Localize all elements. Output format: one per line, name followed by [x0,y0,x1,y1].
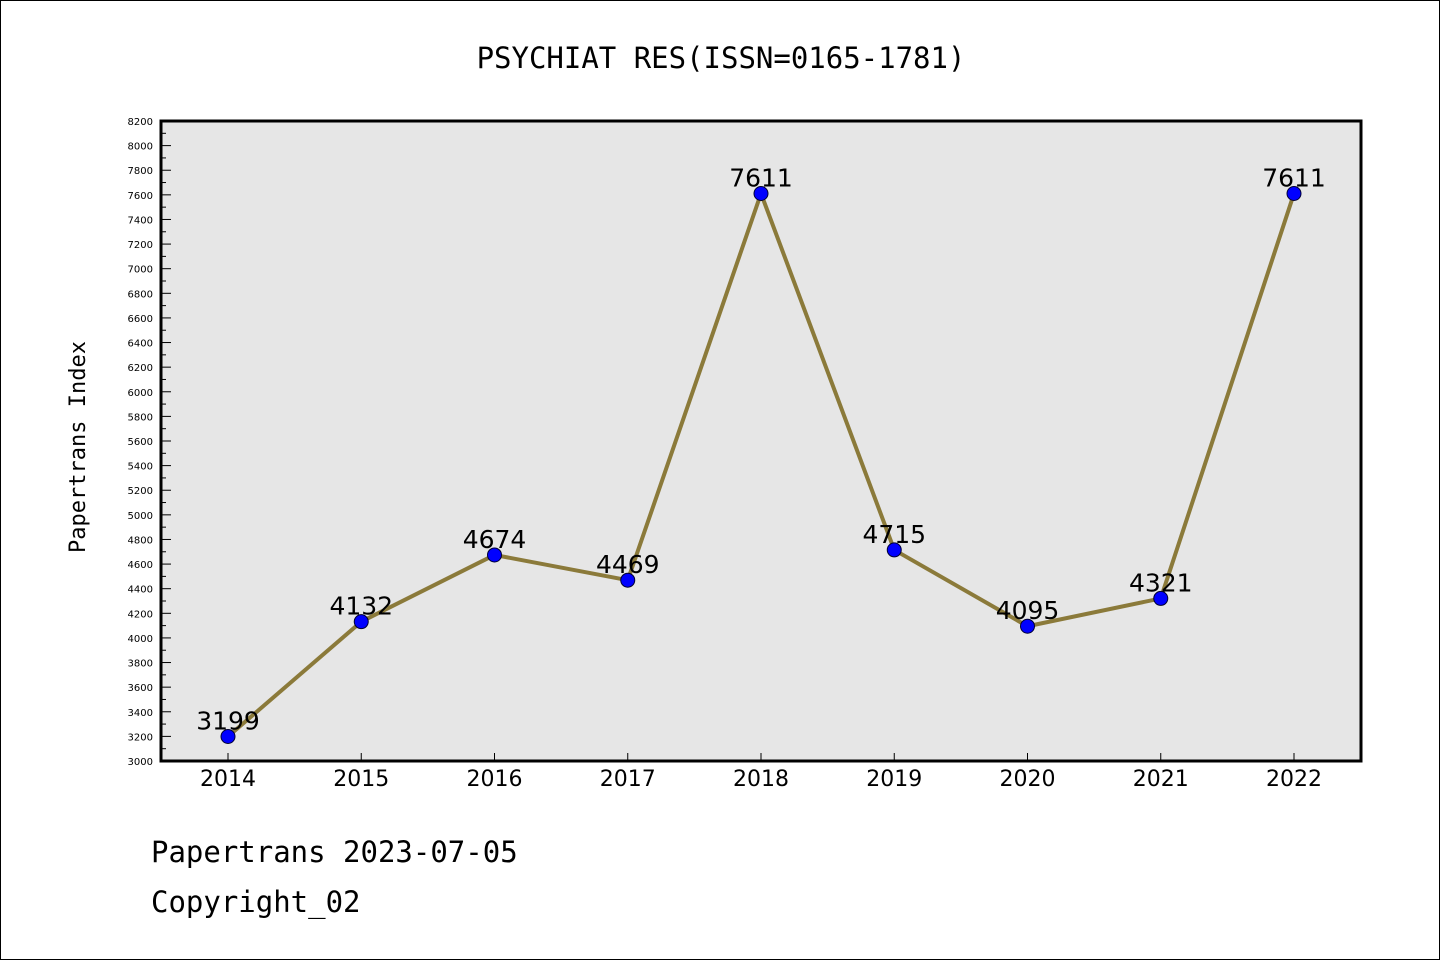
y-tick-label: 5000 [128,511,153,522]
series-layer [220,185,1302,745]
y-axis-ticks: 3000 3200 3400 3600 3800 4000 4200 4400 4600 4800… [128,117,171,768]
chart-title: PSYCHIAT RES(ISSN=0165-1781) [477,41,966,75]
y-tick-label: 3000 [128,757,153,768]
data-point [220,729,236,745]
data-point [753,185,769,201]
y-tick-label: 6800 [128,289,153,300]
y-tick-label: 7200 [128,240,153,251]
x-tick-label: 2015 [333,767,389,792]
y-tick-label: 7600 [128,191,153,202]
y-tick-label: 5200 [128,486,153,497]
y-tick-label: 6200 [128,363,153,374]
x-tick-label: 2019 [866,767,922,792]
data-point [353,614,369,630]
data-labels-layer: 3199 4132 4674 4469 7611 4715 4095 4321 7611 [196,163,1326,735]
x-axis-ticks: 2014 2015 2016 2017 2018 2019 2020 2021 2022 [200,753,1322,792]
y-tick-label: 7800 [128,166,153,177]
x-tick-label: 2016 [467,767,523,792]
data-point [1020,618,1035,634]
y-tick-label: 5800 [128,412,153,423]
plot-area [159,119,1363,763]
data-point [487,547,502,563]
data-point [1153,590,1169,606]
data-label: 4469 [596,550,660,579]
y-axis-label: Papertrans Index [66,341,91,553]
y-tick-label: 7400 [128,215,153,226]
y-tick-label: 4000 [128,634,153,645]
x-tick-label: 2020 [1000,767,1056,792]
x-tick-label: 2021 [1133,767,1189,792]
y-tick-label: 6400 [128,339,153,350]
data-point [1286,185,1302,201]
y-tick-label: 8000 [128,142,153,153]
data-label: 7611 [729,163,793,192]
y-tick-label: 6000 [128,388,153,399]
y-tick-label: 4800 [128,535,153,546]
y-tick-label: 4400 [128,585,153,596]
y-tick-label: 3800 [128,659,153,670]
y-tick-label: 5400 [128,462,153,473]
y-tick-label: 8200 [128,117,153,128]
y-tick-label: 3600 [128,683,153,694]
y-tick-label: 6600 [128,314,153,325]
x-tick-label: 2018 [733,767,789,792]
data-point [620,572,636,588]
data-point [886,542,902,558]
y-tick-label: 7000 [128,265,153,276]
data-label: 3199 [196,707,260,736]
data-label: 4715 [862,520,926,549]
y-tick-label: 5600 [128,437,153,448]
data-label: 4321 [1129,568,1193,597]
data-label: 4674 [463,525,527,554]
footer-date: Papertrans 2023-07-05 [151,835,518,869]
y-tick-label: 4600 [128,560,153,571]
x-tick-label: 2017 [600,767,656,792]
y-tick-label: 4200 [128,609,153,620]
footer-copyright: Copyright_02 [151,885,361,919]
y-tick-label: 3200 [128,732,153,743]
data-label: 4095 [996,596,1060,625]
x-tick-label: 2014 [200,767,256,792]
y-tick-label: 3400 [128,708,153,719]
data-label: 4132 [329,592,393,621]
x-tick-label: 2022 [1266,767,1322,792]
data-label: 7611 [1262,163,1326,192]
